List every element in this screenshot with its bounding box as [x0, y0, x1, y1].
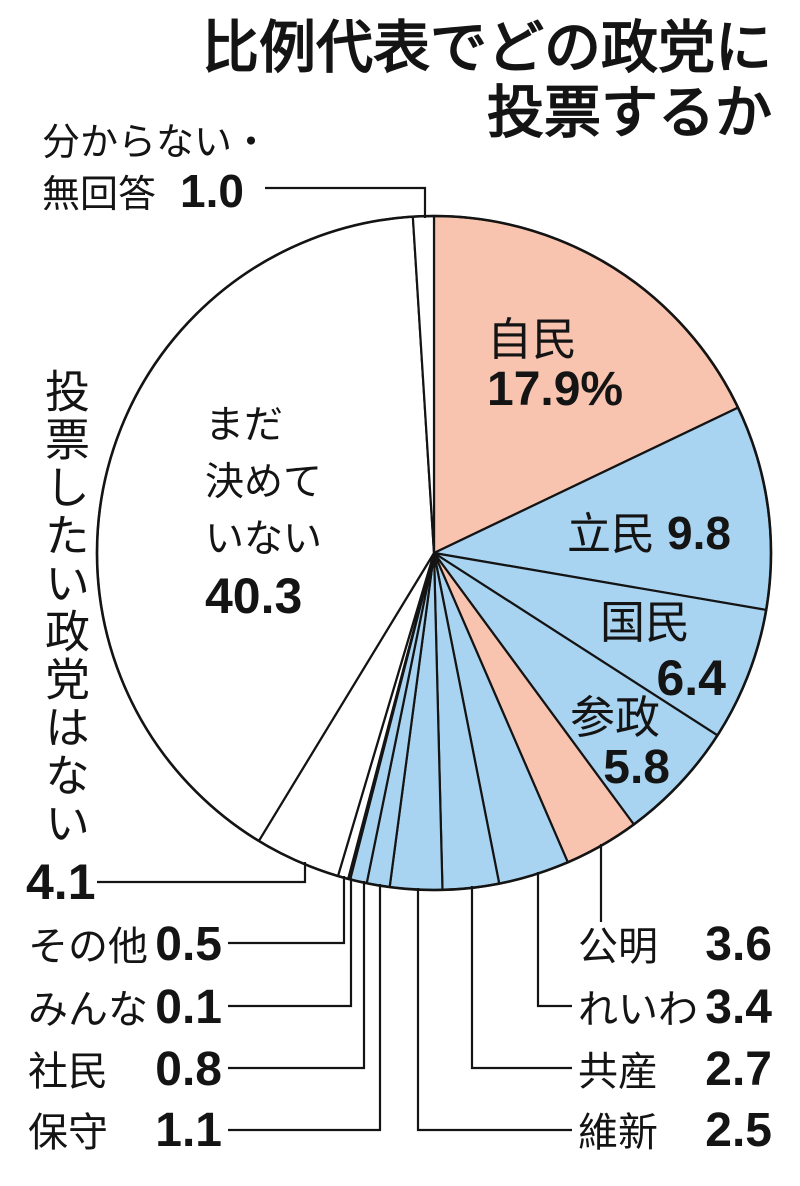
label-cdp-value: 9.8 — [667, 507, 731, 559]
chart-title: 比例代表でどの政党に 投票するか — [202, 16, 772, 146]
leader-line-ishin — [416, 888, 572, 1132]
label-dpfp-value: 6.4 — [656, 650, 726, 706]
label-ishin: 維新 2.5 — [578, 1104, 772, 1157]
label-sanseito-name: 参政 — [570, 691, 661, 744]
leader-lines — [97, 186, 603, 1132]
label-dpfp-name: 国民 — [600, 596, 691, 649]
chart-title-line-1: 比例代表でどの政党に — [202, 15, 772, 81]
leader-line-other — [228, 876, 346, 945]
leader-line-dont-know — [265, 186, 427, 218]
label-cdp: 立民 9.8 — [567, 507, 731, 560]
label-dont-know-line-2-row: 無回答 1.0 — [42, 167, 270, 219]
label-komeito-name: 公明 — [578, 924, 658, 970]
label-conservative-value: 1.1 — [155, 1104, 222, 1157]
leader-line-minna — [228, 878, 353, 1008]
label-conservative-name: 保守 — [28, 1110, 108, 1156]
label-komeito: 公明 3.6 — [578, 918, 772, 971]
label-ishin-value: 2.5 — [705, 1104, 772, 1157]
label-ldp-name: 自民 — [487, 313, 578, 366]
pie-outline — [95, 214, 773, 892]
label-undecided-line-2: 決めて — [205, 460, 323, 505]
label-ldp-value: 17.9% — [487, 363, 624, 416]
label-reiwa: れいわ 3.4 — [578, 981, 772, 1034]
label-conservative: 保守 1.1 — [28, 1104, 222, 1157]
label-sdp-name: 社民 — [28, 1049, 108, 1095]
label-sanseito-value: 5.8 — [603, 741, 670, 794]
chart-title-line-2: 投票するか — [487, 80, 772, 146]
label-undecided-value: 40.3 — [205, 568, 303, 624]
label-other: その他 0.5 — [28, 918, 222, 971]
label-dont-know-line-1: 分からない・ — [42, 120, 271, 164]
label-dont-know-value: 1.0 — [180, 165, 244, 217]
label-dont-know: 分からない・ 無回答 1.0 — [42, 118, 270, 219]
label-dont-know-line-2: 無回答 — [42, 172, 157, 216]
label-no-party-value: 4.1 — [26, 854, 96, 910]
label-reiwa-name: れいわ — [578, 987, 698, 1033]
label-minna-value: 0.1 — [155, 981, 222, 1034]
label-undecided-line-3: いない — [205, 517, 323, 562]
label-undecided: まだ 決めて いない 40.3 — [205, 397, 322, 625]
leader-line-no-party — [97, 862, 307, 884]
label-sdp: 社民 0.8 — [28, 1043, 222, 1096]
leader-line-sdp — [228, 881, 366, 1070]
label-reiwa-value: 3.4 — [705, 981, 772, 1034]
label-jcp: 共産 2.7 — [578, 1043, 772, 1096]
label-no-party-name: 投票したい政党はない — [37, 368, 90, 848]
label-other-value: 0.5 — [155, 918, 222, 971]
label-other-name: その他 — [28, 924, 148, 970]
label-jcp-name: 共産 — [578, 1049, 658, 1095]
label-komeito-value: 3.6 — [705, 918, 772, 971]
label-cdp-name: 立民 — [567, 509, 655, 560]
label-minna-name: みんな — [28, 987, 148, 1033]
leader-line-conservative — [228, 884, 382, 1132]
label-undecided-line-1: まだ — [205, 403, 284, 448]
label-ishin-name: 維新 — [578, 1110, 658, 1156]
leader-line-reiwa — [536, 872, 572, 1008]
leader-line-jcp — [470, 886, 572, 1070]
label-minna: みんな 0.1 — [28, 981, 222, 1034]
label-jcp-value: 2.7 — [705, 1043, 772, 1096]
label-sdp-value: 0.8 — [155, 1043, 222, 1096]
